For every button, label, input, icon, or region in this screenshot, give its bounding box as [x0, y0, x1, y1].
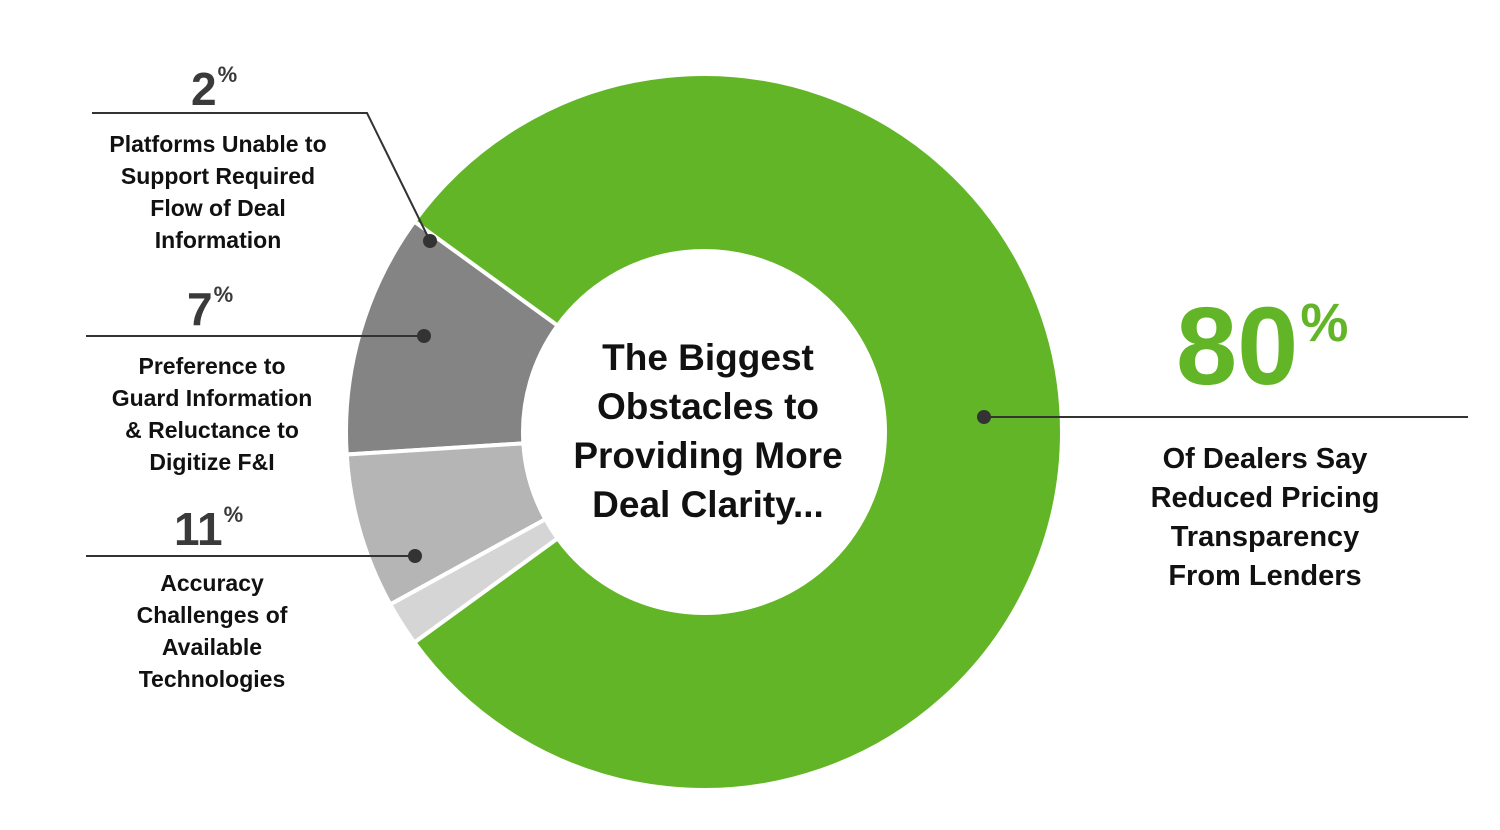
slice-label-7: Preference to Guard Information & Reluct… — [111, 353, 313, 475]
leader-dot-11 — [408, 549, 422, 563]
leader-dot-2 — [423, 234, 437, 248]
slice-label-2: Platforms Unable to Support Required Flo… — [109, 131, 327, 253]
leader-dot-7 — [417, 329, 431, 343]
slice-label-11: Accuracy Challenges of Available Technol… — [136, 570, 288, 692]
slice-value-7: 7% — [187, 282, 234, 335]
slice-value-2: 2% — [191, 62, 238, 115]
chart-title: The Biggest Obstacles to Providing More … — [573, 337, 843, 525]
donut-hole — [523, 251, 885, 613]
slice-value-11: 11% — [174, 502, 244, 555]
leader-dot-80 — [977, 410, 991, 424]
slice-label-80: Of Dealers Say Reduced Pricing Transpare… — [1150, 443, 1380, 592]
leader-line-2 — [92, 112, 431, 242]
slice-value-80: 80% — [1176, 285, 1349, 408]
